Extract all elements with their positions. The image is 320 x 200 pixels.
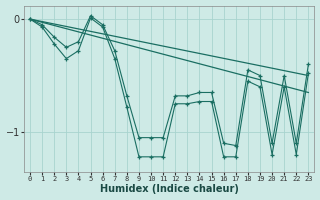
X-axis label: Humidex (Indice chaleur): Humidex (Indice chaleur) bbox=[100, 184, 239, 194]
